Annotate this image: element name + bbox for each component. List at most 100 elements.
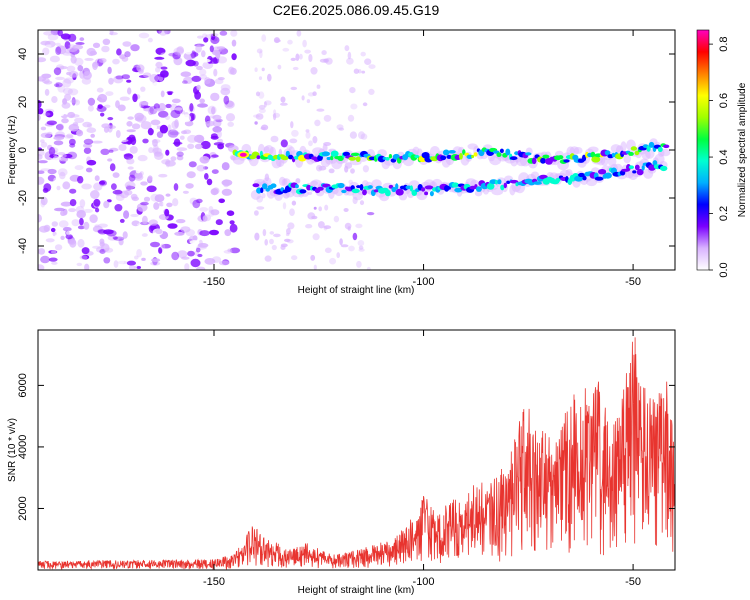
noise-blob bbox=[202, 214, 211, 222]
ridge-blob bbox=[414, 154, 420, 159]
noise-blob bbox=[108, 31, 118, 36]
noise-blob bbox=[222, 179, 230, 188]
noise-blob bbox=[58, 112, 64, 117]
ridge-blob bbox=[321, 151, 330, 157]
noise-blob bbox=[211, 106, 216, 115]
noise-blob bbox=[100, 112, 105, 117]
noise-blob bbox=[208, 209, 215, 217]
noise-blob bbox=[219, 30, 228, 36]
noise-blob bbox=[364, 58, 372, 65]
noise-blob bbox=[115, 75, 124, 80]
noise-blob bbox=[216, 171, 228, 176]
noise-blob bbox=[152, 147, 162, 155]
noise-blob bbox=[130, 213, 139, 218]
noise-blob bbox=[254, 232, 260, 241]
noise-blob bbox=[207, 105, 217, 115]
noise-blob bbox=[160, 243, 166, 250]
noise-blob bbox=[164, 208, 170, 217]
noise-blob bbox=[38, 154, 43, 160]
noise-blob bbox=[119, 218, 125, 223]
ridge-blob bbox=[252, 183, 260, 188]
noise-blob bbox=[287, 222, 295, 230]
noise-blob bbox=[290, 121, 294, 129]
figure-title: C2E6.2025.086.09.45.G19 bbox=[273, 2, 440, 18]
noise-blob bbox=[271, 244, 277, 251]
noise-blob bbox=[291, 200, 297, 206]
ridge-blob bbox=[367, 185, 373, 189]
ridge-blob bbox=[475, 186, 482, 192]
ridge-halo bbox=[586, 178, 598, 187]
noise-blob bbox=[286, 239, 294, 244]
ridge-blob bbox=[446, 154, 452, 159]
noise-blob bbox=[167, 129, 179, 138]
ridge-blob bbox=[505, 148, 511, 156]
noise-blob bbox=[180, 71, 192, 77]
noise-blob bbox=[52, 156, 62, 161]
noise-blob bbox=[166, 202, 173, 208]
noise-blob bbox=[204, 258, 216, 265]
noise-blob bbox=[328, 168, 335, 174]
noise-blob bbox=[69, 239, 77, 248]
noise-blob bbox=[66, 230, 72, 236]
noise-blob bbox=[210, 92, 220, 102]
noise-blob bbox=[361, 70, 366, 74]
ridge-blob bbox=[604, 150, 611, 156]
ridge-blob bbox=[444, 185, 450, 192]
noise-blob bbox=[72, 122, 79, 127]
noise-blob bbox=[196, 164, 206, 172]
noise-blob bbox=[282, 202, 287, 210]
noise-blob bbox=[353, 68, 360, 74]
noise-blob bbox=[120, 204, 129, 210]
noise-blob bbox=[91, 140, 103, 144]
ridge-blob bbox=[578, 172, 585, 178]
noise-blob bbox=[67, 151, 78, 160]
ridge-blob bbox=[385, 189, 391, 197]
noise-blob bbox=[313, 264, 317, 270]
noise-blob bbox=[67, 256, 79, 264]
spectrogram-marks bbox=[38, 30, 671, 270]
noise-blob bbox=[107, 117, 114, 121]
noise-blob bbox=[165, 115, 171, 120]
noise-blob bbox=[210, 209, 220, 216]
noise-blob bbox=[86, 123, 93, 128]
noise-blob bbox=[152, 82, 160, 88]
noise-blob bbox=[112, 58, 120, 65]
ridge-blob bbox=[525, 152, 532, 156]
ridge-blob bbox=[473, 152, 478, 157]
noise-blob bbox=[108, 149, 114, 153]
noise-blob bbox=[99, 249, 106, 254]
noise-blob bbox=[45, 238, 55, 243]
ridge-blob bbox=[458, 153, 463, 160]
noise-blob bbox=[229, 223, 238, 233]
noise-blob bbox=[89, 214, 98, 224]
noise-blob bbox=[115, 194, 125, 201]
noise-blob bbox=[206, 178, 213, 186]
noise-blob bbox=[72, 44, 84, 50]
noise-blob bbox=[61, 102, 71, 109]
noise-blob bbox=[48, 197, 55, 205]
noise-blob bbox=[261, 67, 265, 72]
noise-blob bbox=[146, 185, 157, 193]
noise-blob bbox=[197, 243, 209, 248]
noise-blob bbox=[55, 76, 65, 81]
noise-blob bbox=[124, 51, 131, 58]
noise-blob bbox=[273, 113, 277, 121]
noise-blob bbox=[54, 244, 63, 251]
noise-blob bbox=[84, 57, 94, 61]
noise-blob bbox=[53, 177, 58, 184]
noise-blob bbox=[76, 129, 84, 137]
ridge-blob bbox=[341, 189, 347, 194]
noise-blob bbox=[155, 228, 163, 235]
noise-blob bbox=[213, 68, 218, 77]
noise-blob bbox=[130, 44, 140, 52]
ridge-blob bbox=[582, 175, 587, 181]
noise-blob bbox=[178, 151, 186, 156]
noise-blob bbox=[98, 58, 107, 63]
noise-blob bbox=[204, 173, 209, 180]
noise-blob bbox=[209, 45, 214, 53]
noise-blob bbox=[83, 221, 90, 230]
ridge-blob bbox=[429, 191, 434, 197]
ridge-blob bbox=[256, 187, 262, 194]
noise-blob bbox=[165, 158, 171, 168]
noise-blob bbox=[344, 45, 350, 52]
